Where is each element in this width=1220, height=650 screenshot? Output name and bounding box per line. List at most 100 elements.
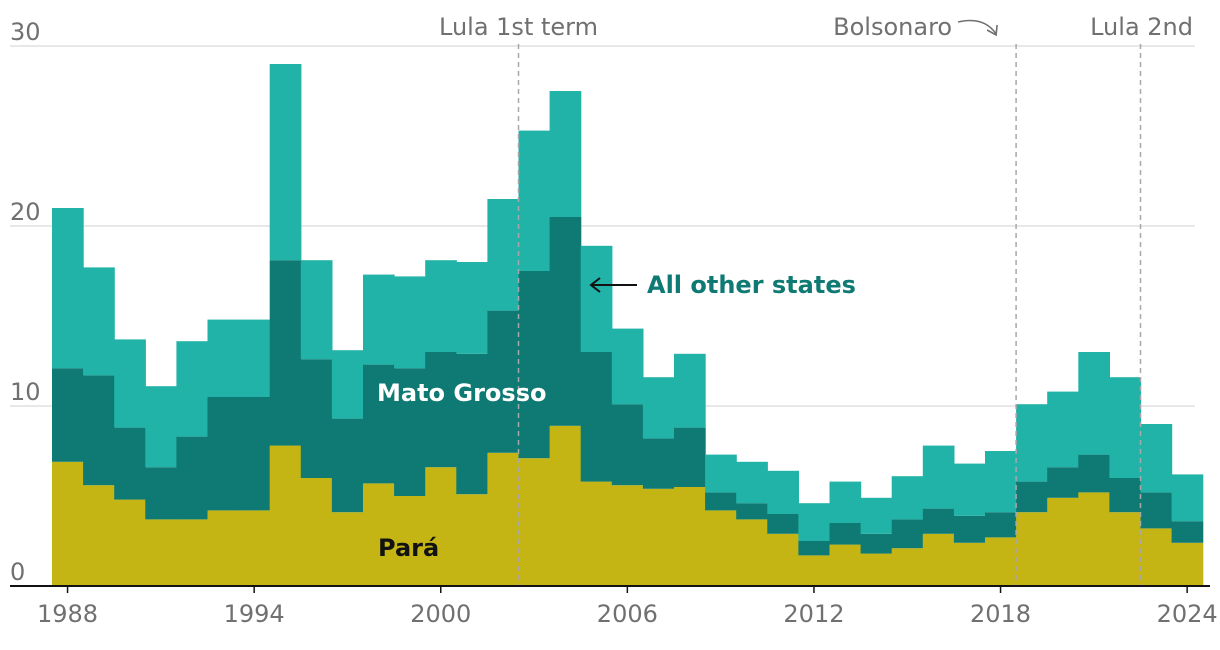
bar-para-2001	[456, 494, 488, 586]
bar-para-1991	[145, 519, 177, 586]
bar-other-1994	[238, 319, 271, 397]
bar-mato-grosso-1999	[394, 368, 426, 496]
bar-mato-grosso-1991	[145, 467, 177, 520]
bar-mato-grosso-2020	[1047, 467, 1079, 498]
bar-mato-grosso-2014	[860, 533, 893, 554]
term-label-2019: Bolsonaro	[833, 13, 952, 41]
x-tick-label-2018: 2018	[970, 600, 1031, 628]
bar-para-2022	[1109, 512, 1142, 586]
bar-mato-grosso-2009	[705, 492, 737, 511]
bolsonaro-arrowhead-icon	[986, 24, 998, 37]
bar-para-2004	[549, 425, 582, 586]
bar-mato-grosso-1997	[331, 418, 364, 513]
bar-other-1993	[207, 319, 240, 397]
bar-other-1998	[363, 274, 395, 365]
y-tick-label-0: 0	[10, 558, 25, 586]
bar-para-1996	[300, 478, 333, 586]
bar-para-2011	[767, 533, 799, 586]
bar-para-2005	[580, 481, 613, 586]
bar-para-2014	[860, 553, 893, 586]
bar-mato-grosso-2023	[1140, 492, 1173, 529]
bar-para-1989	[83, 485, 115, 586]
bar-mato-grosso-2011	[767, 514, 799, 534]
bar-para-1993	[207, 510, 240, 586]
bar-mato-grosso-2003	[518, 271, 551, 459]
bar-other-2005	[580, 245, 613, 352]
bar-mato-grosso-2004	[549, 217, 582, 426]
bar-other-2019	[1016, 404, 1048, 482]
bar-para-2021	[1078, 492, 1110, 586]
bar-other-2008	[674, 353, 706, 428]
bar-other-2009	[705, 454, 737, 493]
bar-other-2022	[1109, 377, 1142, 478]
bar-mato-grosso-2005	[580, 352, 613, 482]
stacked-area-bars	[52, 64, 1204, 586]
bar-para-1990	[114, 499, 146, 586]
bar-mato-grosso-2012	[798, 541, 831, 556]
x-tick-label-1988: 1988	[37, 600, 98, 628]
bar-mato-grosso-1989	[83, 375, 115, 486]
series-label-other: All other states	[647, 271, 856, 299]
arrow-head-icon	[589, 277, 601, 293]
bar-mato-grosso-2010	[736, 503, 768, 520]
bar-para-1988	[52, 461, 84, 586]
bar-other-1995	[269, 64, 302, 261]
bar-other-1999	[394, 276, 426, 369]
series-label-mato-grosso: Mato Grosso	[377, 379, 546, 407]
x-tick-label-2024: 2024	[1157, 600, 1218, 628]
bar-mato-grosso-2024	[1171, 521, 1204, 543]
bar-para-2018	[985, 537, 1017, 586]
bar-mato-grosso-2019	[1016, 481, 1048, 513]
bar-other-2015	[891, 476, 924, 520]
bar-mato-grosso-2000	[425, 352, 457, 468]
bar-other-2014	[860, 497, 893, 534]
bar-mato-grosso-2006	[611, 404, 644, 486]
bar-mato-grosso-2013	[829, 523, 862, 545]
bar-other-2013	[829, 481, 862, 523]
bar-para-2016	[922, 533, 955, 586]
bar-other-1997	[331, 350, 364, 419]
bar-other-1991	[145, 386, 177, 468]
series-labels: Pará Mato Grosso All other states	[377, 271, 856, 562]
bar-other-2001	[456, 262, 488, 354]
bar-other-2007	[642, 377, 675, 439]
bar-mato-grosso-2022	[1109, 478, 1142, 513]
bar-other-2020	[1047, 391, 1079, 468]
y-tick-label-10: 10	[10, 378, 41, 406]
bar-mato-grosso-2008	[674, 427, 706, 487]
bar-other-2023	[1140, 424, 1173, 493]
bar-mato-grosso-2007	[642, 438, 675, 489]
bar-para-1998	[363, 483, 395, 586]
bar-other-2016	[922, 445, 955, 509]
bar-mato-grosso-2015	[891, 519, 924, 549]
bar-mato-grosso-2021	[1078, 454, 1110, 493]
bar-mato-grosso-1988	[52, 368, 84, 462]
term-label-2003: Lula 1st term	[439, 13, 598, 41]
bar-mato-grosso-1995	[269, 260, 302, 446]
bar-para-1999	[394, 496, 426, 586]
bar-para-2006	[611, 485, 644, 586]
bolsonaro-arrow-icon	[957, 19, 997, 35]
bar-mato-grosso-1994	[238, 397, 271, 511]
bar-mato-grosso-2001	[456, 353, 488, 495]
axes: 1988 1994 2000 2006 2012 2018 2024	[10, 585, 1218, 628]
bar-para-2010	[736, 519, 768, 586]
x-tick-label-2006: 2006	[597, 600, 658, 628]
bar-other-2012	[798, 503, 831, 541]
bar-other-2010	[736, 461, 768, 504]
bar-para-2000	[425, 467, 457, 586]
bar-mato-grosso-2017	[953, 515, 986, 543]
term-label-2023: Lula 2nd	[1090, 13, 1193, 41]
bar-other-2006	[611, 328, 644, 405]
bar-mato-grosso-2018	[985, 512, 1017, 538]
bar-para-2023	[1140, 528, 1173, 586]
x-tick-label-2000: 2000	[410, 600, 471, 628]
bar-other-2021	[1078, 352, 1110, 455]
bar-mato-grosso-1990	[114, 427, 146, 500]
bar-other-1996	[300, 260, 333, 360]
series-label-other-group: All other states	[589, 271, 856, 299]
bar-para-2024	[1171, 542, 1204, 586]
bar-other-1990	[114, 339, 146, 428]
bar-other-2000	[425, 260, 457, 352]
